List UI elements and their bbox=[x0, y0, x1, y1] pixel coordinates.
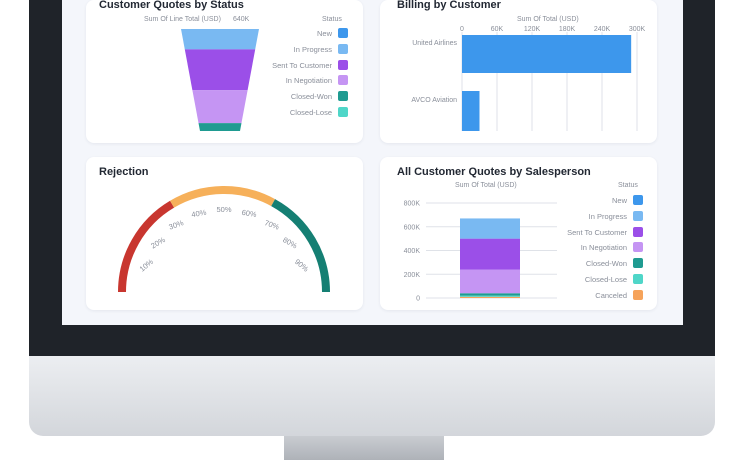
legend-label: Closed-Lose bbox=[584, 275, 627, 284]
funnel-segment[interactable] bbox=[198, 123, 242, 131]
billing-bar-chart: 0 60K 120K 180K 240K 300K United Airlines AVCO … bbox=[411, 26, 646, 131]
gauge-tick-label: 90% bbox=[293, 257, 311, 274]
rejection-gauge: 10% 20%30% 40% 50% 60% 70%80% 90% bbox=[118, 186, 330, 293]
legend-label: Canceled bbox=[595, 290, 627, 300]
legend-item[interactable]: Closed-Won bbox=[540, 258, 643, 270]
y-tick-label: 800K bbox=[404, 201, 421, 208]
stack-segment[interactable] bbox=[460, 296, 520, 298]
funnel-measure-label: Sum Of Line Total (USD) bbox=[144, 16, 221, 23]
legend-label: In Negotiation bbox=[285, 76, 332, 86]
legend-label: New bbox=[316, 29, 332, 38]
funnel-max-label: 640K bbox=[233, 16, 250, 23]
legend-item[interactable]: Sent To Customer bbox=[246, 59, 348, 72]
card-title: Billing by Customer bbox=[397, 0, 501, 11]
legend-label: In Progress bbox=[588, 211, 627, 221]
bar[interactable] bbox=[462, 35, 632, 73]
gauge-tick-label: 80% bbox=[281, 235, 299, 250]
gauge-tick-label: 50% bbox=[216, 205, 231, 214]
legend-label: Sent To Customer bbox=[272, 60, 332, 70]
card-title: All Customer Quotes by Salesperson bbox=[397, 166, 591, 178]
y-tick-label: 200K bbox=[404, 272, 421, 279]
card-quotes-by-salesperson[interactable]: All Customer Quotes by Salesperson Sum O… bbox=[380, 157, 657, 310]
gauge-tick-label: 40% bbox=[191, 208, 208, 220]
bar[interactable] bbox=[462, 91, 480, 131]
stack-segment[interactable] bbox=[460, 218, 520, 239]
monitor-stand bbox=[284, 436, 444, 460]
legend-item[interactable]: Closed-Lose bbox=[540, 274, 643, 286]
x-tick-label: 300K bbox=[629, 26, 646, 33]
gauge-tick-label: 60% bbox=[241, 208, 258, 220]
axis-title: Sum Of Total (USD) bbox=[517, 16, 579, 23]
legend-swatch bbox=[338, 107, 348, 117]
stack-segment[interactable] bbox=[460, 293, 520, 296]
legend-swatch bbox=[633, 289, 643, 300]
card-rejection[interactable]: Rejection 10% 20% 30% 40% 50% 60% 70% 80% 90% bbox=[86, 157, 363, 310]
category-label: United Airlines bbox=[412, 40, 457, 47]
dashboard-screen: Customer Quotes by Status Sum Of Line To… bbox=[62, 0, 683, 325]
legend-item[interactable]: New bbox=[246, 28, 348, 40]
legend-label: Closed-Won bbox=[585, 259, 627, 269]
funnel-chart bbox=[181, 29, 259, 131]
x-tick-label: 240K bbox=[594, 26, 611, 33]
x-tick-label: 60K bbox=[491, 26, 504, 33]
axis-title: Sum Of Total (USD) bbox=[455, 182, 517, 189]
legend-item[interactable]: In Progress bbox=[540, 210, 643, 223]
legend-item[interactable]: In Negotiation bbox=[540, 242, 643, 254]
funnel-segment[interactable] bbox=[184, 49, 256, 91]
legend-item[interactable]: In Progress bbox=[246, 43, 348, 56]
legend-label: In Negotiation bbox=[580, 243, 627, 253]
legend-label: Closed-Lose bbox=[289, 108, 332, 117]
legend-swatch bbox=[633, 226, 643, 237]
legend-swatch bbox=[633, 210, 643, 221]
gauge-tick-label: 20% bbox=[149, 235, 167, 250]
stack-segment[interactable] bbox=[460, 295, 520, 297]
monitor-chin bbox=[29, 356, 715, 436]
stack-segment[interactable] bbox=[460, 238, 520, 270]
y-tick-label: 400K bbox=[404, 248, 421, 255]
x-tick-label: 180K bbox=[559, 26, 576, 33]
stack-segment[interactable] bbox=[460, 269, 520, 294]
gauge-band bbox=[118, 200, 175, 293]
card-billing-by-customer[interactable]: Billing by Customer Sum Of Total (USD) 0… bbox=[380, 0, 657, 143]
legend-swatch bbox=[633, 274, 643, 284]
funnel-segment[interactable] bbox=[192, 90, 248, 124]
legend-label: Sent To Customer bbox=[567, 227, 627, 237]
legend-label: New bbox=[611, 196, 627, 205]
gauge-tick-label: 70% bbox=[263, 218, 280, 232]
y-tick-label: 600K bbox=[404, 224, 421, 231]
legend-item[interactable]: Sent To Customer bbox=[540, 226, 643, 239]
legend-label: In Progress bbox=[293, 44, 332, 54]
y-tick-label: 0 bbox=[416, 296, 420, 303]
gauge-band bbox=[170, 186, 276, 208]
legend-swatch bbox=[338, 28, 348, 38]
x-tick-label: 0 bbox=[460, 26, 464, 33]
legend-label: Closed-Won bbox=[290, 92, 332, 102]
legend-item[interactable]: New bbox=[540, 195, 643, 207]
legend-item[interactable]: Canceled bbox=[540, 289, 643, 302]
legend-swatch bbox=[338, 43, 348, 54]
funnel-segment[interactable] bbox=[181, 29, 259, 50]
legend-swatch bbox=[633, 242, 643, 253]
category-label: AVCO Aviation bbox=[411, 97, 457, 104]
legend-swatch bbox=[633, 195, 643, 205]
card-quotes-by-status[interactable]: Customer Quotes by Status Sum Of Line To… bbox=[86, 0, 363, 143]
legend-title: Status bbox=[322, 16, 342, 23]
gauge-tick-label: 10% bbox=[138, 257, 156, 274]
x-tick-label: 120K bbox=[524, 26, 541, 33]
card-title: Rejection bbox=[99, 166, 149, 178]
legend-title: Status bbox=[618, 182, 638, 189]
legend-item[interactable]: In Negotiation bbox=[246, 75, 348, 87]
salesperson-stacked-chart: 0 200K 400K 600K 800K bbox=[404, 201, 557, 303]
legend-swatch bbox=[338, 75, 348, 86]
legend-item[interactable]: Closed-Won bbox=[246, 91, 348, 103]
card-title: Customer Quotes by Status bbox=[99, 0, 244, 11]
gauge-band bbox=[271, 199, 330, 293]
legend-swatch bbox=[338, 59, 348, 70]
legend-swatch bbox=[338, 91, 348, 102]
legend-swatch bbox=[633, 258, 643, 269]
gauge-tick-label: 30% bbox=[168, 218, 185, 232]
legend-item[interactable]: Closed-Lose bbox=[246, 107, 348, 119]
